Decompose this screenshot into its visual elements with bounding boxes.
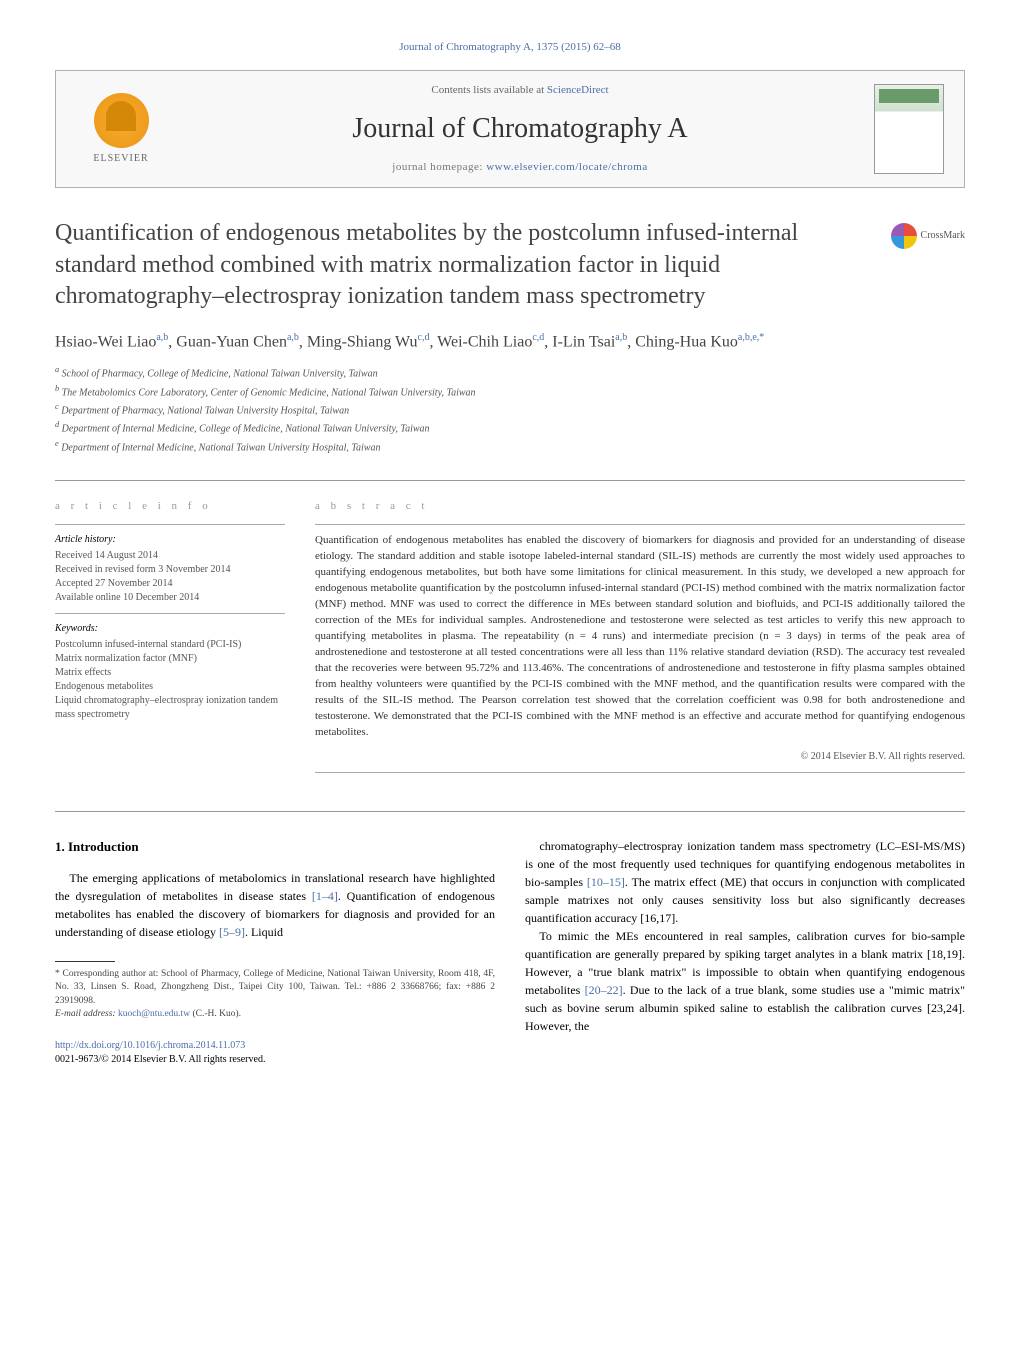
crossmark-badge[interactable]: CrossMark xyxy=(891,223,965,249)
keyword-item: Liquid chromatography–electrospray ioniz… xyxy=(55,694,285,722)
keyword-item: Endogenous metabolites xyxy=(55,680,285,694)
journal-header: ELSEVIER Contents lists available at Sci… xyxy=(55,70,965,188)
keywords-body: Postcolumn infused-internal standard (PC… xyxy=(55,638,285,722)
contents-available-line: Contents lists available at ScienceDirec… xyxy=(166,83,874,98)
footnotes: * Corresponding author at: School of Pha… xyxy=(55,968,495,1021)
doi-block: http://dx.doi.org/10.1016/j.chroma.2014.… xyxy=(55,1039,495,1067)
contents-prefix: Contents lists available at xyxy=(431,84,546,96)
abstract-panel: a b s t r a c t Quantification of endoge… xyxy=(315,499,965,782)
authors-list: Hsiao-Wei Liaoa,b, Guan-Yuan Chena,b, Mi… xyxy=(55,330,965,354)
info-divider xyxy=(55,524,285,525)
publisher-name: ELSEVIER xyxy=(93,152,148,166)
footnote-separator xyxy=(55,961,115,962)
affiliation-item: e Department of Internal Medicine, Natio… xyxy=(55,438,965,455)
issn-copyright: 0021-9673/© 2014 Elsevier B.V. All right… xyxy=(55,1054,265,1065)
section-divider xyxy=(55,811,965,812)
corresponding-author-note: * Corresponding author at: School of Pha… xyxy=(55,968,495,1008)
homepage-prefix: journal homepage: xyxy=(392,161,486,173)
keyword-item: Matrix normalization factor (MNF) xyxy=(55,652,285,666)
affiliation-item: b The Metabolomics Core Laboratory, Cent… xyxy=(55,383,965,400)
paragraph: chromatography–electrospray ionization t… xyxy=(525,837,965,927)
article-info-panel: a r t i c l e i n f o Article history: R… xyxy=(55,499,285,782)
homepage-line: journal homepage: www.elsevier.com/locat… xyxy=(166,160,874,175)
affiliation-item: a School of Pharmacy, College of Medicin… xyxy=(55,364,965,381)
elsevier-tree-icon xyxy=(94,93,149,148)
abstract-divider xyxy=(315,524,965,525)
crossmark-icon xyxy=(891,223,917,249)
keyword-item: Postcolumn infused-internal standard (PC… xyxy=(55,638,285,652)
history-line: Accepted 27 November 2014 xyxy=(55,577,285,591)
journal-reference: Journal of Chromatography A, 1375 (2015)… xyxy=(55,40,965,55)
sciencedirect-link[interactable]: ScienceDirect xyxy=(547,84,609,96)
doi-link[interactable]: http://dx.doi.org/10.1016/j.chroma.2014.… xyxy=(55,1040,245,1051)
column-left: 1. Introduction The emerging application… xyxy=(55,837,495,1067)
crossmark-label: CrossMark xyxy=(921,229,965,243)
info-divider xyxy=(55,613,285,614)
column-right: chromatography–electrospray ionization t… xyxy=(525,837,965,1067)
email-line: E-mail address: kuoch@ntu.edu.tw (C.-H. … xyxy=(55,1008,495,1021)
history-line: Available online 10 December 2014 xyxy=(55,591,285,605)
journal-cover-thumbnail xyxy=(874,84,944,174)
email-label: E-mail address: xyxy=(55,1009,118,1019)
history-body: Received 14 August 2014Received in revis… xyxy=(55,549,285,605)
abstract-heading: a b s t r a c t xyxy=(315,499,965,514)
abstract-copyright: © 2014 Elsevier B.V. All rights reserved… xyxy=(315,750,965,764)
keyword-item: Matrix effects xyxy=(55,666,285,680)
abstract-body: Quantification of endogenous metabolites… xyxy=(315,533,965,740)
history-line: Received 14 August 2014 xyxy=(55,549,285,563)
keywords-label: Keywords: xyxy=(55,622,285,636)
section-title: Introduction xyxy=(68,839,139,854)
homepage-link[interactable]: www.elsevier.com/locate/chroma xyxy=(486,161,648,173)
article-info-heading: a r t i c l e i n f o xyxy=(55,499,285,514)
journal-title: Journal of Chromatography A xyxy=(166,109,874,148)
abstract-end-divider xyxy=(315,772,965,773)
body-text: 1. Introduction The emerging application… xyxy=(55,837,965,1067)
paragraph: To mimic the MEs encountered in real sam… xyxy=(525,927,965,1035)
email-suffix: (C.-H. Kuo). xyxy=(190,1009,241,1019)
section-number: 1. xyxy=(55,839,65,854)
section-divider xyxy=(55,480,965,481)
paragraph: The emerging applications of metabolomic… xyxy=(55,869,495,941)
article-title: Quantification of endogenous metabolites… xyxy=(55,218,965,312)
elsevier-logo: ELSEVIER xyxy=(76,84,166,174)
section-heading: 1. Introduction xyxy=(55,837,495,857)
history-line: Received in revised form 3 November 2014 xyxy=(55,563,285,577)
history-label: Article history: xyxy=(55,533,285,547)
email-link[interactable]: kuoch@ntu.edu.tw xyxy=(118,1009,190,1019)
affiliation-item: c Department of Pharmacy, National Taiwa… xyxy=(55,401,965,418)
affiliations-list: a School of Pharmacy, College of Medicin… xyxy=(55,364,965,455)
affiliation-item: d Department of Internal Medicine, Colle… xyxy=(55,419,965,436)
